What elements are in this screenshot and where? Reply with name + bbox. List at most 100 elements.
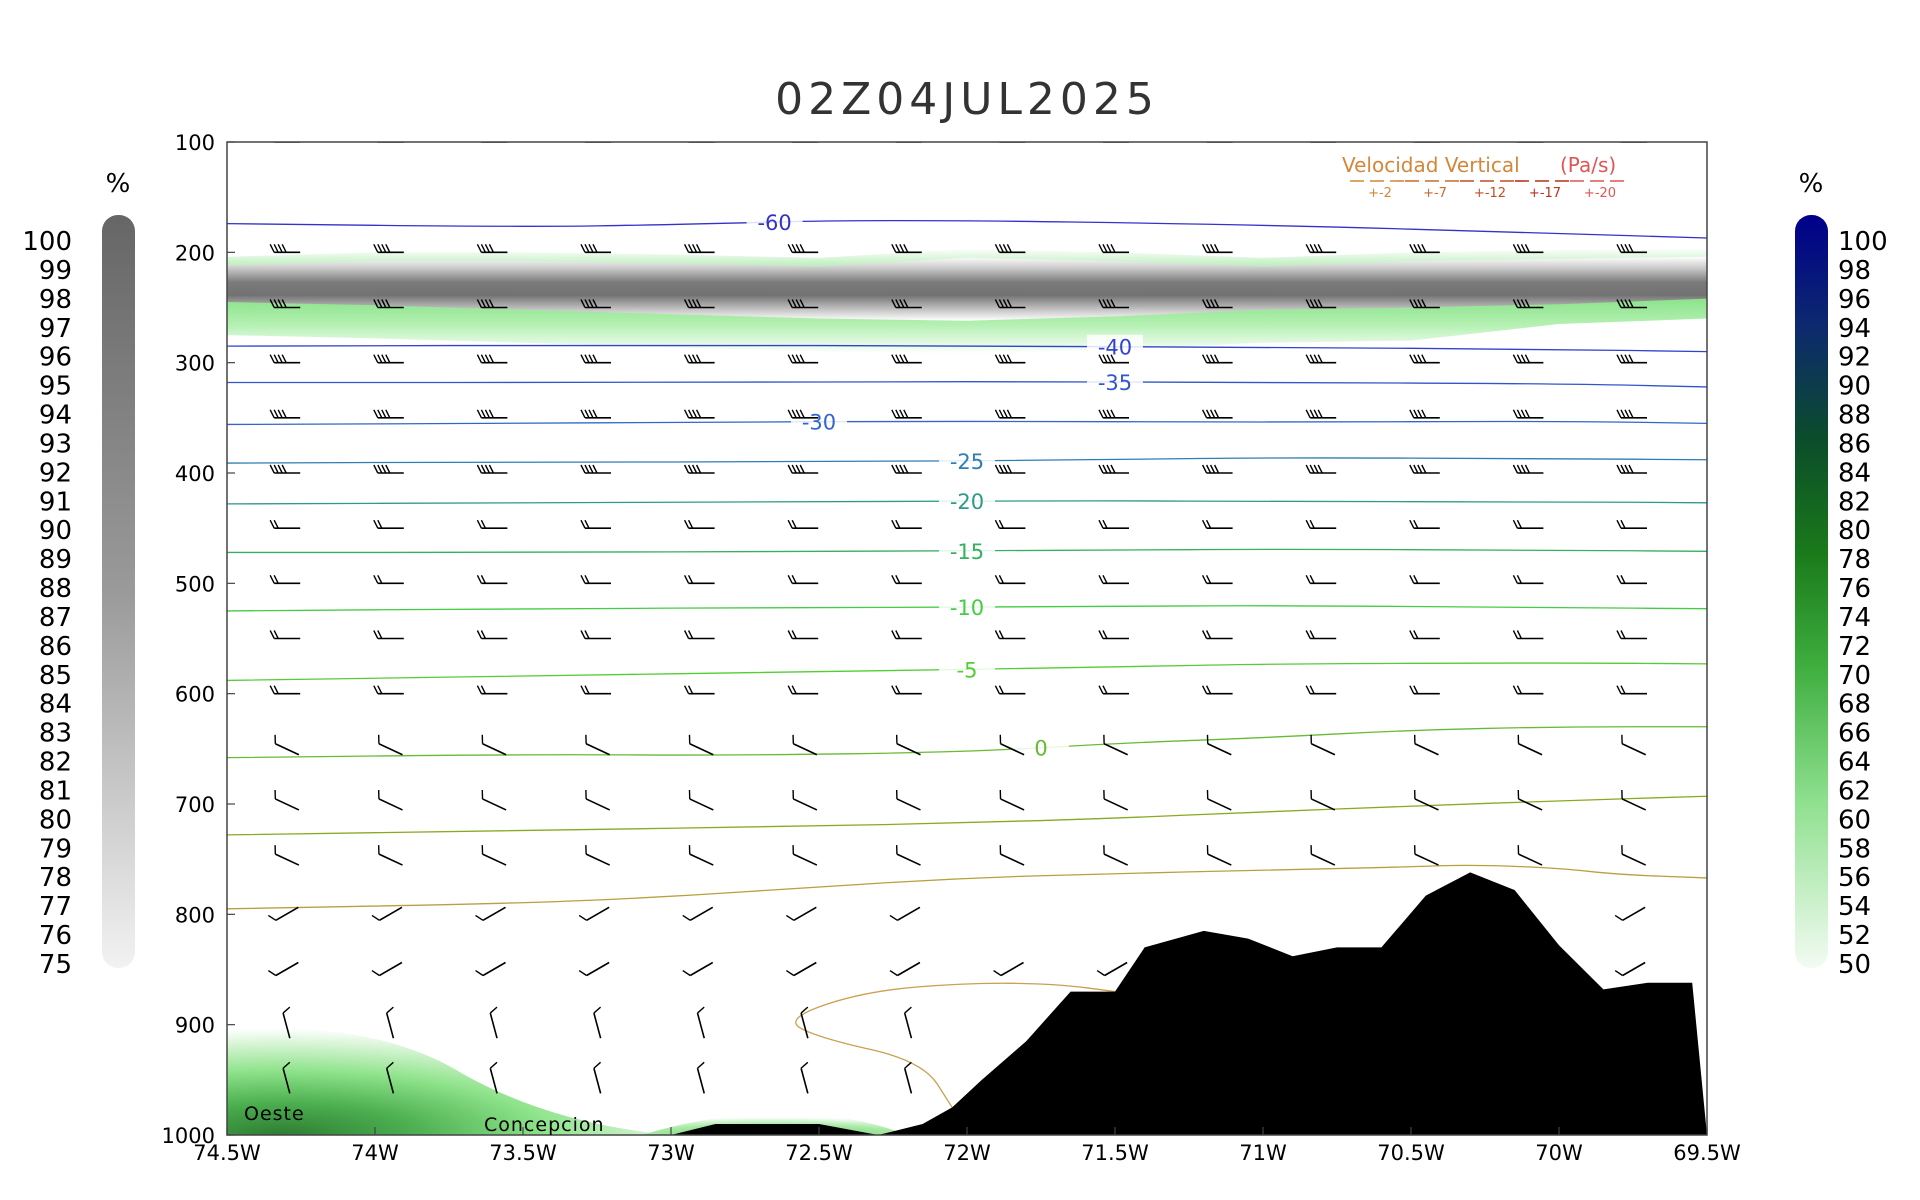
wind-barb	[994, 464, 1026, 474]
wind-barb	[895, 142, 922, 143]
y-tick-label: 900	[175, 1014, 215, 1038]
wind-barb	[580, 519, 611, 529]
wind-barb	[993, 961, 1024, 977]
wind-barb	[1409, 299, 1440, 309]
wind-barb	[785, 906, 817, 922]
contour-label-bg	[791, 409, 847, 434]
wind-barb	[580, 244, 611, 254]
wind-barb	[1098, 630, 1129, 640]
terrain-profile	[671, 872, 1707, 1135]
wind-barb	[584, 142, 611, 143]
x-tick-label: 73.5W	[489, 1141, 557, 1165]
wind-barb	[1409, 630, 1440, 640]
wind-barb	[373, 409, 404, 419]
colorbar-label: 64	[1838, 748, 1871, 778]
wind-barb	[895, 845, 921, 866]
wind-barb	[1201, 630, 1233, 640]
wind-barb	[1310, 789, 1336, 811]
wind-barb	[800, 1006, 809, 1039]
wind-barb	[1413, 734, 1439, 756]
wind-barb	[373, 354, 404, 364]
wind-barb	[1305, 630, 1337, 640]
wind-barb	[580, 685, 611, 695]
wind-barb	[269, 630, 301, 640]
colorbar-label: 86	[1838, 429, 1871, 459]
colorbar-label: 84	[1838, 458, 1871, 488]
colorbar-label: 98	[39, 285, 72, 315]
wind-barb	[269, 575, 301, 585]
x-tick-label: 70W	[1535, 1141, 1583, 1165]
temperature-contour	[227, 420, 1707, 426]
wind-barb	[371, 961, 403, 977]
colorbar-unit: %	[106, 169, 131, 199]
wind-barb	[377, 789, 403, 811]
wind-barb	[688, 845, 714, 866]
colorbar-label: 95	[39, 372, 72, 402]
colorbar-label: 94	[1838, 314, 1871, 344]
contour-label-bg	[939, 595, 995, 620]
temperature-contour	[227, 381, 1707, 388]
wind-barb	[385, 1006, 395, 1039]
colorbar-label: 92	[1838, 343, 1871, 373]
wind-barb	[282, 1061, 291, 1094]
wind-barb	[1409, 464, 1440, 474]
wind-barb	[1512, 244, 1544, 254]
wind-barb	[1512, 354, 1544, 364]
wind-barb	[1512, 409, 1544, 419]
wind-barb	[1512, 575, 1544, 585]
wind-barb	[994, 409, 1026, 419]
colorbar-label: 80	[1838, 516, 1871, 546]
colorbar-label: 92	[39, 458, 72, 488]
colorbar-label: 97	[39, 314, 72, 344]
x-tick-label: 71.5W	[1081, 1141, 1149, 1165]
wind-barb	[998, 142, 1026, 143]
colorbar-label: 91	[39, 487, 72, 517]
wind-barb	[1409, 244, 1440, 254]
left-colorbar: % 100999897969594939291908988878685848382…	[22, 169, 135, 980]
y-tick-label: 100	[175, 131, 215, 155]
wind-barb	[476, 685, 508, 695]
wind-barb	[580, 630, 611, 640]
wind-barb	[1517, 734, 1543, 756]
wind-barb	[1098, 685, 1129, 695]
contour-label: -60	[757, 211, 791, 235]
wind-barb	[891, 354, 922, 364]
wind-barb	[476, 519, 508, 529]
legend-unit: (Pa/s)	[1560, 153, 1616, 177]
wind-barb	[682, 961, 714, 977]
wind-barb	[999, 845, 1025, 866]
wind-barb	[1201, 299, 1233, 309]
wind-barb	[274, 789, 300, 811]
colorbar-label: 77	[39, 892, 72, 922]
y-tick-label: 800	[175, 903, 215, 927]
colorbar-label: 52	[1838, 921, 1871, 951]
wind-barb	[476, 464, 508, 474]
wind-barb	[1413, 845, 1439, 866]
y-tick-label: 1000	[162, 1124, 215, 1148]
wind-barb	[889, 961, 921, 977]
legend-entry: +-17	[1529, 186, 1561, 201]
wind-barb	[994, 519, 1026, 529]
wind-barb	[1616, 409, 1647, 419]
x-axis: 74.5W 74W 73.5W 73W 72.5W 72W 71.5W 71W 70.5W 70W…	[193, 1127, 1741, 1165]
colorbar-label: 90	[1838, 372, 1871, 402]
wind-barb	[1512, 519, 1544, 529]
wind-barb	[377, 734, 403, 756]
wind-barb	[1305, 519, 1337, 529]
wind-barb	[593, 1006, 602, 1039]
wind-barb	[580, 464, 611, 474]
colorbar-label: 84	[39, 690, 72, 720]
wind-barb	[1616, 354, 1647, 364]
legend-entry: +-12	[1474, 186, 1506, 201]
wind-barb	[481, 845, 507, 866]
wind-barb	[683, 630, 715, 640]
wind-barb	[1512, 630, 1544, 640]
right-colorbar: % 100989694929088868482807876747270686664…	[1795, 169, 1888, 980]
contour-label: -10	[950, 596, 984, 620]
wind-barb	[787, 464, 819, 474]
wind-barb	[895, 734, 921, 756]
wind-barb	[999, 789, 1025, 811]
wind-barb	[1096, 961, 1128, 977]
wind-barb	[481, 734, 507, 756]
x-tick-label: 74.5W	[193, 1141, 261, 1165]
